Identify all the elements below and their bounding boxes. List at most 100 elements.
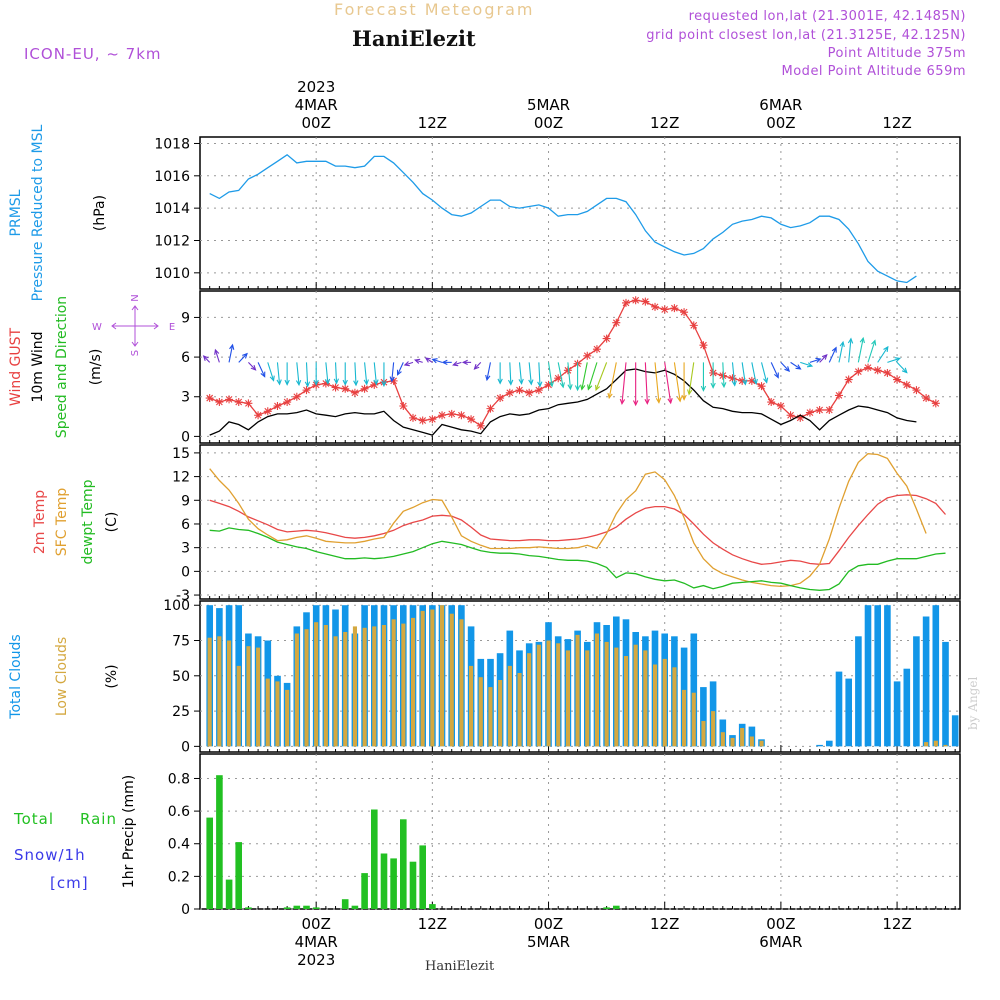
gust-marker — [438, 411, 447, 420]
bar-low-clouds — [343, 632, 348, 747]
gust-marker — [525, 388, 534, 397]
wind-arrow — [325, 362, 329, 384]
bar-low-clouds — [430, 609, 435, 747]
gust-marker — [496, 394, 505, 403]
gust-marker — [864, 363, 873, 372]
wind-arrow-head — [700, 385, 707, 392]
wind-arrow — [731, 362, 736, 386]
gust-marker — [408, 413, 417, 422]
bar-low-clouds — [682, 689, 687, 747]
bar-low-clouds — [701, 721, 706, 747]
gust-marker — [215, 398, 224, 407]
wind-arrow-head — [839, 340, 845, 348]
bar-total-rain — [206, 817, 213, 909]
top-time-label: 12Z — [882, 114, 911, 132]
bar-total-rain — [409, 861, 417, 909]
bar-low-clouds — [517, 673, 522, 747]
wind-arrow — [688, 362, 695, 395]
series-line-prmsl — [209, 153, 917, 284]
bar-total-rain — [351, 905, 359, 909]
wind-arrow — [654, 362, 660, 403]
bar-low-clouds — [333, 636, 338, 747]
y-axis-label: 10m Wind — [30, 331, 46, 402]
bar-total-rain — [341, 899, 349, 909]
bar-total-clouds — [951, 715, 959, 747]
gust-marker — [912, 386, 921, 395]
gust-marker — [467, 415, 476, 424]
wind-arrow-head — [276, 379, 282, 386]
wind-arrow — [644, 362, 648, 404]
gust-marker — [515, 386, 524, 395]
bar-low-clouds — [420, 610, 425, 747]
wind-arrow-head — [363, 379, 369, 386]
wind-arrow — [760, 362, 768, 383]
gust-marker — [341, 384, 350, 393]
gust-marker — [602, 334, 611, 343]
series-line-sfc-temp — [209, 453, 927, 588]
wind-arrow — [432, 358, 443, 363]
gust-marker — [563, 366, 572, 375]
wind-arrow — [474, 361, 482, 370]
wind-arrow — [267, 362, 275, 381]
bar-low-clouds — [933, 740, 938, 747]
bar-low-clouds — [633, 644, 638, 747]
wind-arrow-head — [731, 380, 737, 387]
wind-arrow-head — [452, 361, 459, 367]
y-tick-label: 9 — [181, 310, 190, 326]
bar-low-clouds — [236, 665, 241, 747]
wind-arrow — [673, 362, 681, 402]
bar-low-clouds — [207, 637, 212, 747]
y-axis-label: 1hr Precip (mm) — [121, 775, 137, 888]
y-tick-label: 6 — [181, 517, 190, 533]
wind-arrow-head — [284, 379, 290, 386]
gust-marker — [331, 383, 340, 392]
bar-low-clouds — [672, 667, 677, 747]
wind-arrow — [354, 362, 357, 386]
wind-arrow-head — [763, 377, 769, 384]
bar-total-clouds — [893, 681, 901, 747]
wind-arrow — [741, 362, 746, 385]
bottom-time-label: 6MAR — [759, 933, 802, 951]
bar-low-clouds — [556, 643, 561, 747]
wind-arrow-head — [795, 364, 802, 370]
bar-low-clouds — [227, 640, 232, 747]
wind-arrow-head — [773, 372, 779, 379]
gust-marker — [263, 407, 272, 416]
bar-total-rain — [429, 904, 436, 909]
wind-arrow-head — [269, 375, 275, 382]
wind-arrow-head — [587, 384, 593, 391]
precip-side-label: Rain — [80, 810, 117, 828]
wind-arrow — [547, 362, 553, 387]
wind-arrow — [228, 344, 234, 363]
bar-low-clouds — [720, 732, 725, 747]
bar-total-rain — [603, 907, 610, 909]
model-label: ICON-EU, ~ 7km — [24, 45, 162, 63]
wind-arrow-head — [815, 357, 822, 363]
wind-arrow-head — [353, 380, 359, 387]
wind-arrow-head — [485, 374, 491, 382]
wind-arrow-head — [821, 353, 828, 360]
gust-marker — [805, 408, 814, 417]
gust-marker — [854, 367, 863, 376]
wind-arrow — [896, 361, 908, 373]
panel-4: 0 0.2 0.4 0.6 0.8 1hr Precip (mm) Total Rain Sno… — [13, 753, 961, 918]
wind-arrow-head — [250, 364, 257, 371]
bar-low-clouds — [498, 680, 503, 747]
precip-side-label: [cm] — [50, 874, 89, 892]
credit-watermark: by Angel — [966, 676, 980, 730]
wind-arrow — [214, 349, 220, 363]
wind-arrow — [848, 338, 852, 363]
gust-marker — [738, 376, 747, 385]
gust-marker — [776, 401, 785, 410]
bar-low-clouds — [478, 677, 483, 747]
bar-low-clouds — [469, 665, 474, 747]
gust-marker — [728, 374, 737, 383]
top-time-label: 2023 — [297, 78, 335, 96]
bottom-time-label: 00Z — [301, 915, 330, 933]
top-time-label: 00Z — [301, 114, 330, 132]
wind-arrow-head — [528, 379, 534, 386]
y-tick-label: 15 — [172, 446, 190, 462]
compass-s: S — [130, 350, 141, 356]
bottom-time-label: 12Z — [882, 915, 911, 933]
y-tick-label: 3 — [181, 390, 190, 406]
